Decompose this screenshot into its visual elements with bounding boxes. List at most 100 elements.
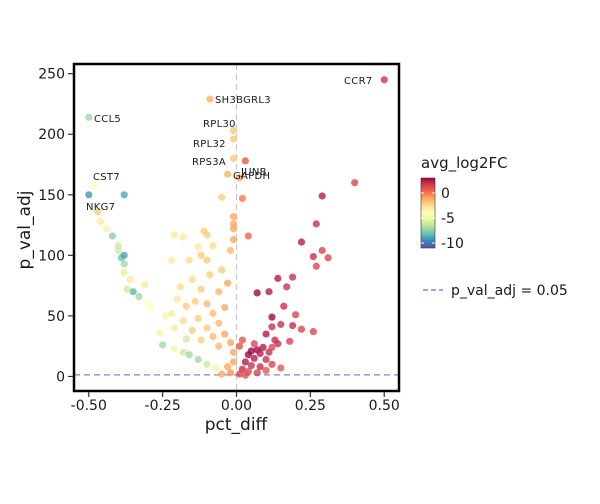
data-point (351, 179, 359, 187)
data-point (280, 302, 288, 310)
data-point (238, 336, 247, 344)
x-tick-label: 0.25 (295, 398, 326, 414)
data-point (283, 283, 291, 291)
colorbar-tick-label: -5 (441, 211, 455, 227)
data-point (241, 358, 249, 366)
data-point (218, 193, 226, 201)
data-point (141, 280, 149, 289)
plot-area: CCR7 SH3BGRL3 CCL5 RPL30 RPL32 RPS3A JUNBGAPDH… (72, 62, 401, 393)
data-point (274, 340, 282, 348)
data-point (126, 275, 134, 284)
data-point (102, 225, 111, 233)
data-point (218, 370, 226, 378)
data-point (262, 366, 270, 375)
data-point (238, 194, 247, 203)
data-point (318, 246, 326, 255)
data-point (179, 348, 187, 356)
colorbar (420, 177, 436, 249)
labeled-point-gapdh (224, 170, 232, 178)
data-point (244, 351, 252, 359)
data-point (120, 251, 128, 259)
data-point (108, 232, 117, 240)
data-point (291, 311, 300, 319)
data-point (229, 213, 238, 221)
data-point (209, 242, 217, 250)
points-layer (85, 76, 388, 379)
colorbar-tick-label: -10 (441, 236, 464, 252)
gene-label-sh3bgrl3: SH3BGRL3 (215, 95, 271, 106)
data-point (147, 303, 155, 312)
data-point (194, 243, 202, 251)
data-point (209, 332, 217, 341)
data-point (188, 326, 196, 335)
plot-border (72, 62, 401, 393)
gene-label-nkg7: NKG7 (86, 202, 115, 213)
data-point (185, 351, 193, 359)
data-point (229, 225, 238, 233)
data-point (277, 364, 285, 372)
data-point (188, 275, 196, 284)
data-point (268, 360, 276, 368)
y-tick-label: 0 (56, 369, 65, 385)
data-point (206, 271, 214, 279)
data-point (159, 341, 167, 349)
data-point (259, 343, 267, 351)
data-point (226, 338, 235, 347)
data-point (197, 336, 205, 344)
data-point (212, 364, 220, 372)
data-point (256, 349, 264, 358)
data-point (265, 288, 273, 296)
gene-label-rpl32: RPL32 (193, 139, 226, 150)
data-point (262, 330, 270, 338)
data-point (197, 251, 205, 259)
threshold-legend-label: p_val_adj = 0.05 (451, 283, 568, 299)
data-point (235, 370, 244, 378)
data-point (191, 297, 199, 305)
data-point (167, 309, 176, 318)
data-point (129, 288, 137, 296)
data-point (182, 302, 190, 310)
x-tick-label: -0.50 (71, 398, 107, 414)
data-point (120, 268, 128, 276)
data-point (167, 256, 176, 264)
data-point (161, 312, 170, 320)
data-point (262, 355, 270, 364)
data-point (312, 262, 320, 270)
data-point (179, 317, 187, 325)
data-point (170, 345, 179, 353)
data-point (170, 324, 179, 332)
data-point (203, 256, 211, 264)
data-point (200, 227, 208, 235)
legend: avg_log2FC 0 -5 -10 p_val_adj = 0.05 (420, 154, 568, 299)
data-point (268, 313, 276, 321)
data-point (176, 283, 184, 291)
x-axis: -0.50 -0.25 0.00 0.25 0.50 (71, 392, 400, 414)
data-point (268, 343, 276, 351)
data-point (215, 319, 223, 327)
gene-label-gapdh: GAPDH (233, 171, 270, 182)
data-point (135, 292, 143, 301)
data-point (229, 348, 238, 356)
colorbar-tick-label: 0 (441, 186, 450, 202)
data-point (218, 266, 226, 274)
labeled-point-ccl5 (85, 113, 93, 121)
colorbar-title: avg_log2FC (421, 154, 508, 173)
labeled-point-junb (241, 157, 249, 165)
data-point (226, 369, 235, 377)
data-point (114, 246, 122, 255)
x-axis-title: pct_diff (205, 415, 269, 435)
data-point (215, 342, 223, 350)
data-point (209, 309, 217, 318)
data-point (197, 285, 205, 293)
data-point (173, 295, 182, 303)
colorbar-ticks: 0 -5 -10 (421, 186, 464, 252)
labeled-point-nkg7 (85, 191, 93, 199)
data-point (286, 337, 294, 345)
y-axis-title: p_val_adj (15, 191, 35, 270)
data-point (297, 238, 306, 246)
data-point (203, 324, 211, 332)
x-tick-label: -0.25 (145, 398, 181, 414)
data-point (170, 231, 179, 239)
